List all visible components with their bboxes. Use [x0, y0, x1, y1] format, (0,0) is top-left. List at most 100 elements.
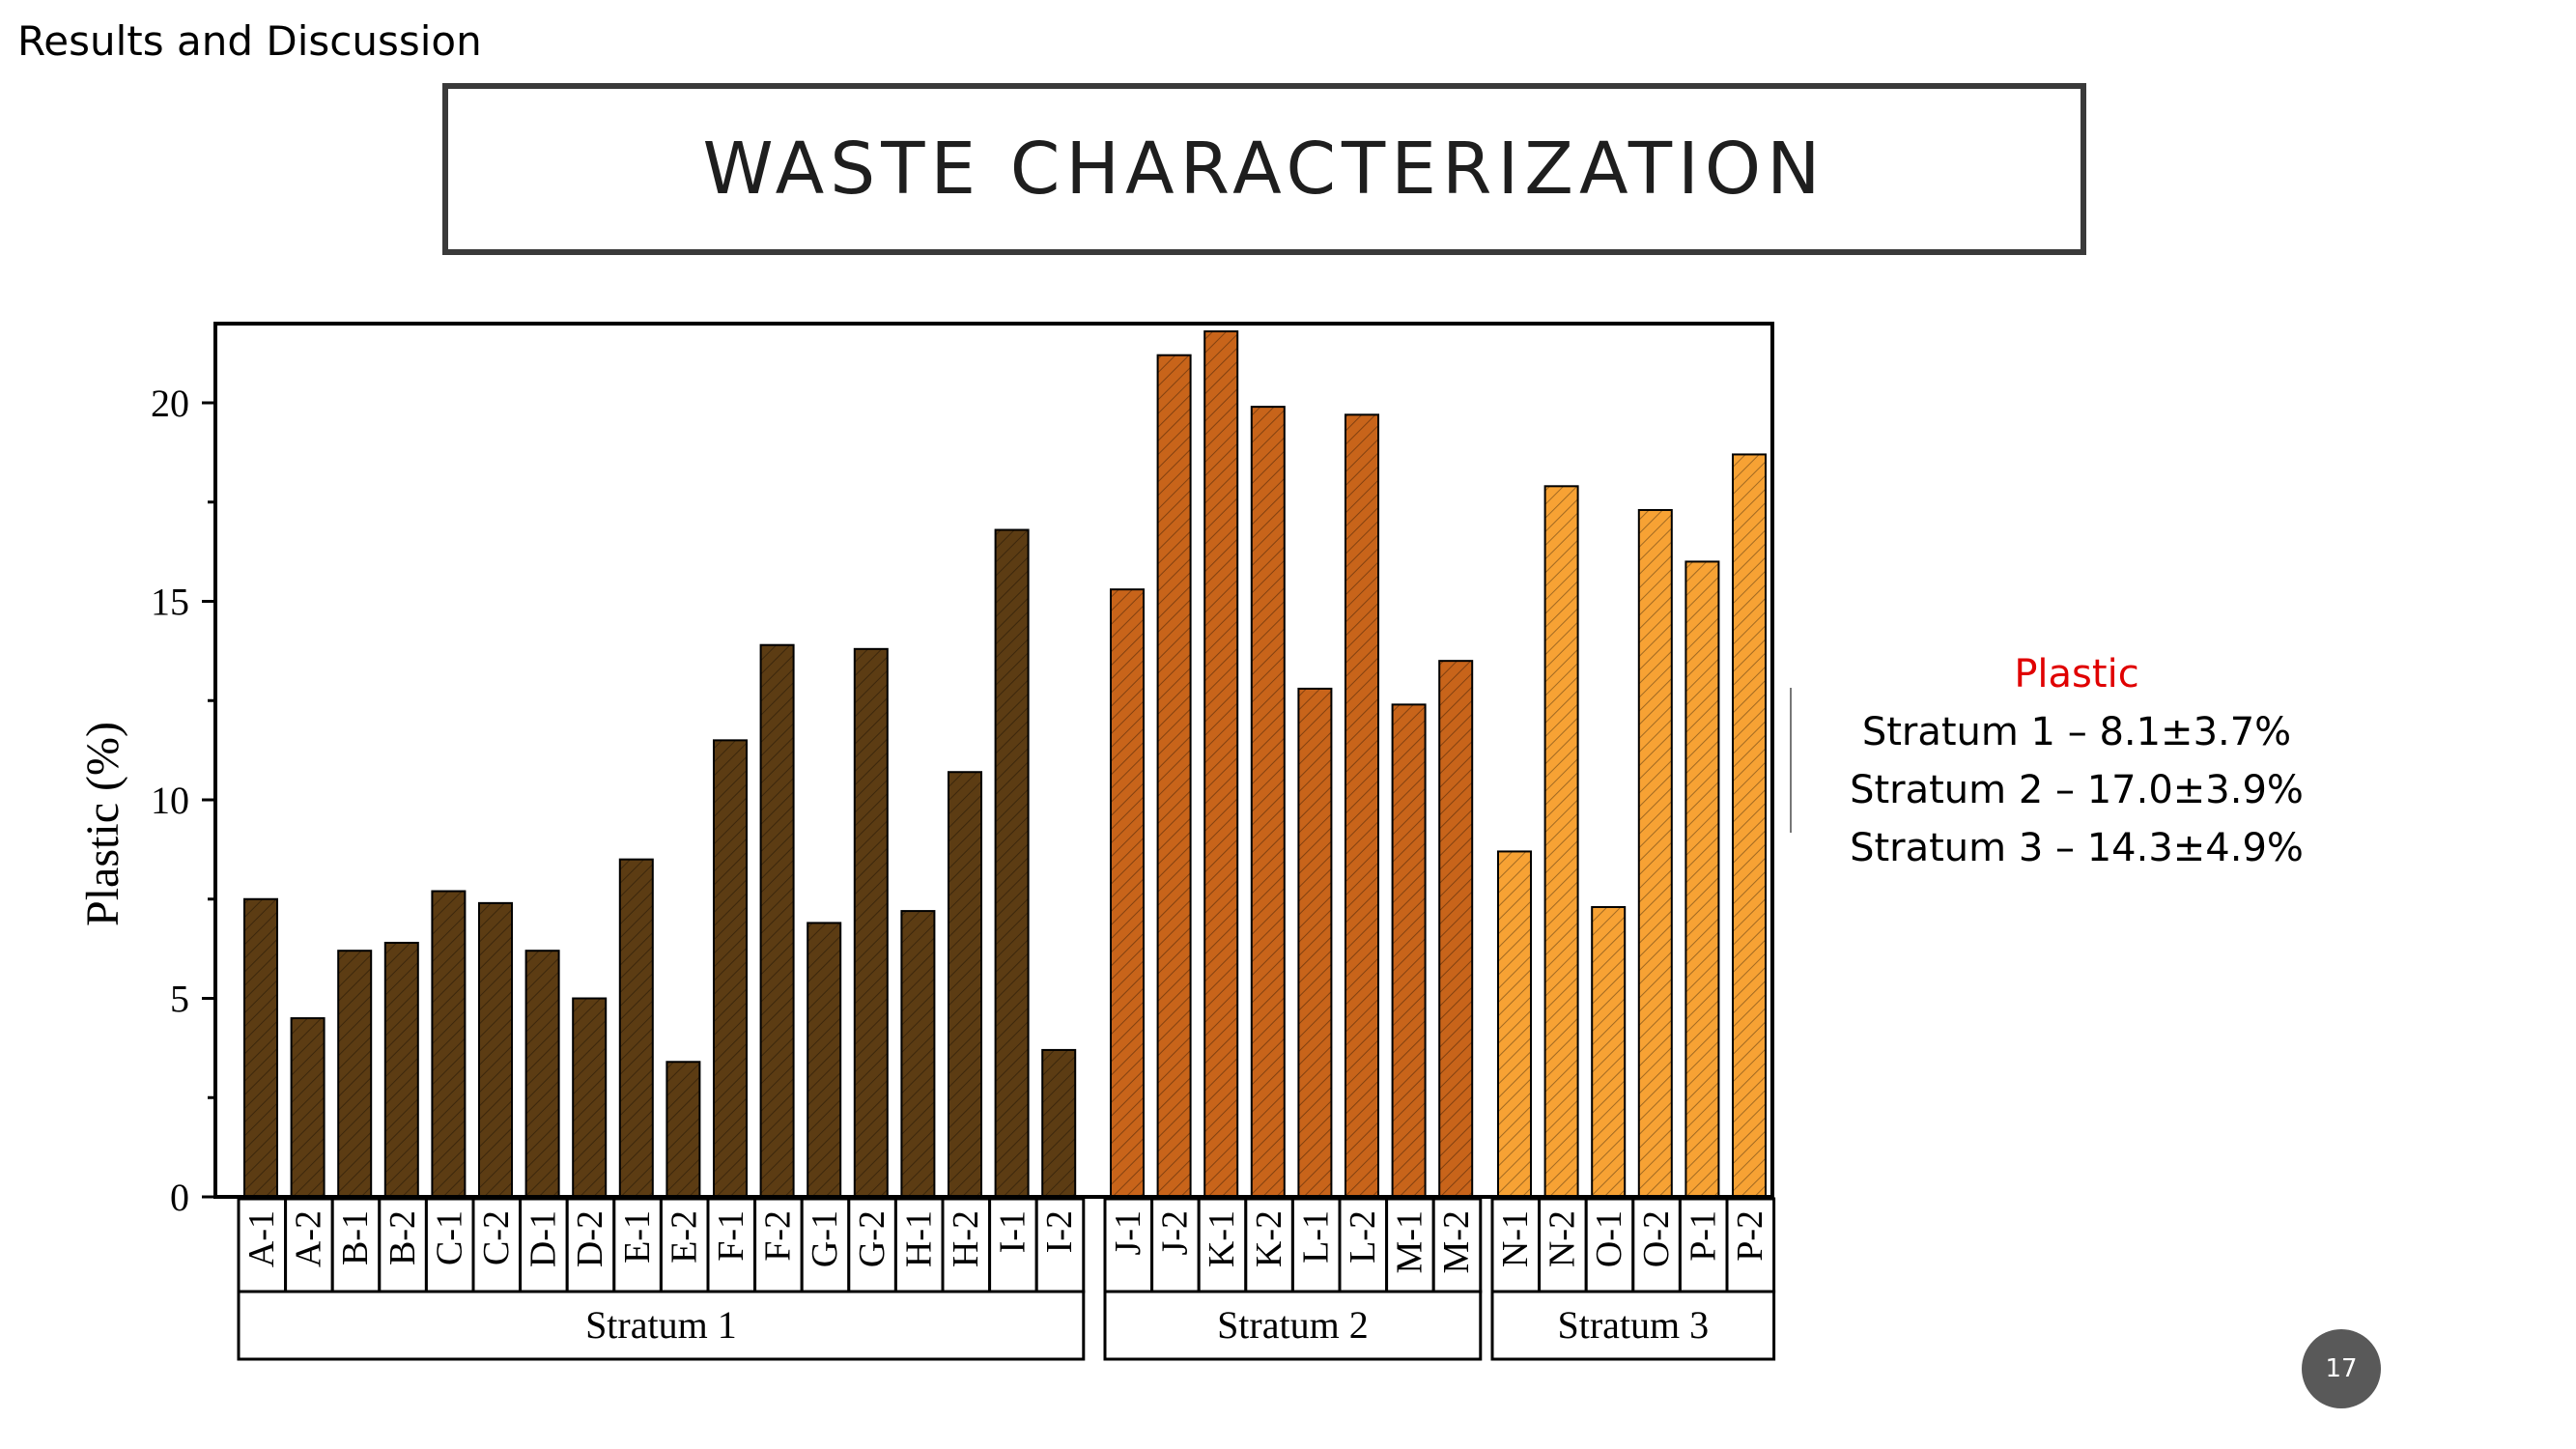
stratum-group-label: Stratum 2 — [1217, 1303, 1369, 1347]
category-label: A-2 — [289, 1210, 329, 1267]
bar-hatch — [1111, 589, 1144, 1197]
category-label: L-1 — [1295, 1210, 1336, 1264]
bar-hatch — [1685, 561, 1719, 1197]
divider-line — [1790, 688, 1792, 833]
stratum-group-box — [1103, 1290, 1483, 1361]
category-label: K-1 — [1202, 1210, 1242, 1267]
stats-panel: Plastic Stratum 1 – 8.1±3.7% Stratum 2 –… — [1797, 645, 2357, 877]
stratum-group-label: Stratum 3 — [1557, 1303, 1709, 1347]
section-label: Results and Discussion — [17, 17, 482, 65]
bar-hatch — [1392, 704, 1426, 1197]
category-label: A-1 — [241, 1210, 282, 1267]
category-cell — [378, 1197, 428, 1293]
category-label: P-1 — [1683, 1210, 1723, 1262]
category-cell — [706, 1197, 757, 1293]
category-label: H-1 — [898, 1210, 939, 1267]
category-label: M-1 — [1390, 1210, 1430, 1273]
category-label: M-2 — [1436, 1210, 1477, 1273]
y-tick-label: 20 — [151, 382, 189, 425]
category-label: D-1 — [524, 1210, 564, 1267]
category-cell — [284, 1197, 334, 1293]
bar-hatch — [948, 772, 981, 1197]
y-tick-label: 0 — [170, 1176, 189, 1219]
category-cell — [612, 1197, 663, 1293]
page-number: 17 — [2325, 1354, 2358, 1383]
y-axis-title: Plastic (%) — [77, 722, 128, 926]
bar-hatch — [1544, 486, 1578, 1197]
page-number-badge: 17 — [2302, 1329, 2381, 1408]
category-label: C-2 — [476, 1210, 517, 1265]
category-cell — [1290, 1197, 1342, 1293]
slide-title-box: WASTE CHARACTERIZATION — [442, 83, 2086, 255]
y-tick-label: 15 — [151, 581, 189, 624]
category-cell — [1538, 1197, 1588, 1293]
category-label: I-2 — [1039, 1210, 1080, 1253]
category-label: G-1 — [805, 1210, 845, 1267]
category-label: H-2 — [946, 1210, 986, 1267]
bar-hatch — [1251, 407, 1285, 1197]
bar-hatch — [760, 644, 794, 1197]
bar-hatch — [854, 648, 888, 1197]
stats-line-stratum-2: Stratum 2 – 17.0±3.9% — [1850, 768, 2304, 812]
bar-hatch — [432, 891, 466, 1197]
category-cell — [1197, 1197, 1248, 1293]
category-label: F-1 — [711, 1210, 751, 1262]
bar-hatch — [1498, 851, 1531, 1197]
category-label: K-2 — [1249, 1210, 1289, 1267]
category-cell — [1034, 1197, 1086, 1293]
category-label: B-2 — [382, 1210, 423, 1265]
category-label: P-2 — [1730, 1210, 1770, 1262]
bar-hatch — [714, 740, 747, 1197]
plot-frame — [213, 322, 1774, 1199]
y-tick-label: 5 — [170, 978, 189, 1021]
category-label: N-1 — [1495, 1210, 1536, 1267]
category-label: B-1 — [335, 1210, 376, 1265]
bar-hatch — [384, 942, 418, 1197]
category-label: O-2 — [1636, 1210, 1677, 1267]
stats-line-stratum-1: Stratum 1 – 8.1±3.7% — [1861, 710, 2292, 754]
category-cell — [1150, 1197, 1201, 1293]
category-label: G-2 — [852, 1210, 892, 1267]
bar-hatch — [807, 923, 841, 1197]
category-label: O-1 — [1589, 1210, 1629, 1267]
bar-hatch — [666, 1062, 700, 1197]
category-label: J-1 — [1108, 1210, 1148, 1255]
slide-title: WASTE CHARACTERIZATION — [702, 128, 1826, 211]
category-label: J-2 — [1155, 1210, 1196, 1255]
bar-hatch — [995, 529, 1029, 1197]
category-cell — [1490, 1197, 1542, 1293]
category-cell — [988, 1197, 1038, 1293]
category-label: D-2 — [570, 1210, 610, 1267]
category-label: F-2 — [758, 1210, 799, 1262]
category-label: I-1 — [993, 1210, 1033, 1253]
bar-hatch — [1042, 1049, 1076, 1197]
bar-hatch — [1345, 414, 1378, 1198]
stats-line-stratum-3: Stratum 3 – 14.3±4.9% — [1850, 826, 2304, 870]
bar-hatch — [619, 859, 653, 1197]
category-cell — [330, 1197, 382, 1293]
bar-hatch — [1638, 509, 1672, 1197]
category-label: C-1 — [429, 1210, 469, 1265]
bar-hatch — [573, 998, 607, 1197]
bar-hatch — [244, 898, 277, 1197]
category-cell — [753, 1197, 804, 1293]
bar-hatch — [291, 1018, 325, 1197]
bar-hatch — [901, 911, 935, 1197]
bar-hatch — [479, 902, 512, 1197]
category-cell — [941, 1197, 992, 1293]
bar-hatch — [1439, 661, 1473, 1197]
stratum-group-box — [1490, 1290, 1776, 1361]
bar-hatch — [1157, 355, 1191, 1197]
stratum-group-box — [237, 1290, 1086, 1361]
bar-hatch — [338, 951, 372, 1197]
category-cell — [659, 1197, 710, 1293]
category-label: E-1 — [617, 1210, 658, 1264]
category-cell — [893, 1197, 945, 1293]
bar-hatch — [1733, 454, 1766, 1197]
stratum-group-label: Stratum 1 — [585, 1303, 737, 1347]
bar-hatch — [1592, 906, 1626, 1197]
stats-title: Plastic — [2014, 652, 2139, 696]
y-tick-label: 10 — [151, 779, 189, 822]
bar-hatch — [1298, 688, 1332, 1197]
